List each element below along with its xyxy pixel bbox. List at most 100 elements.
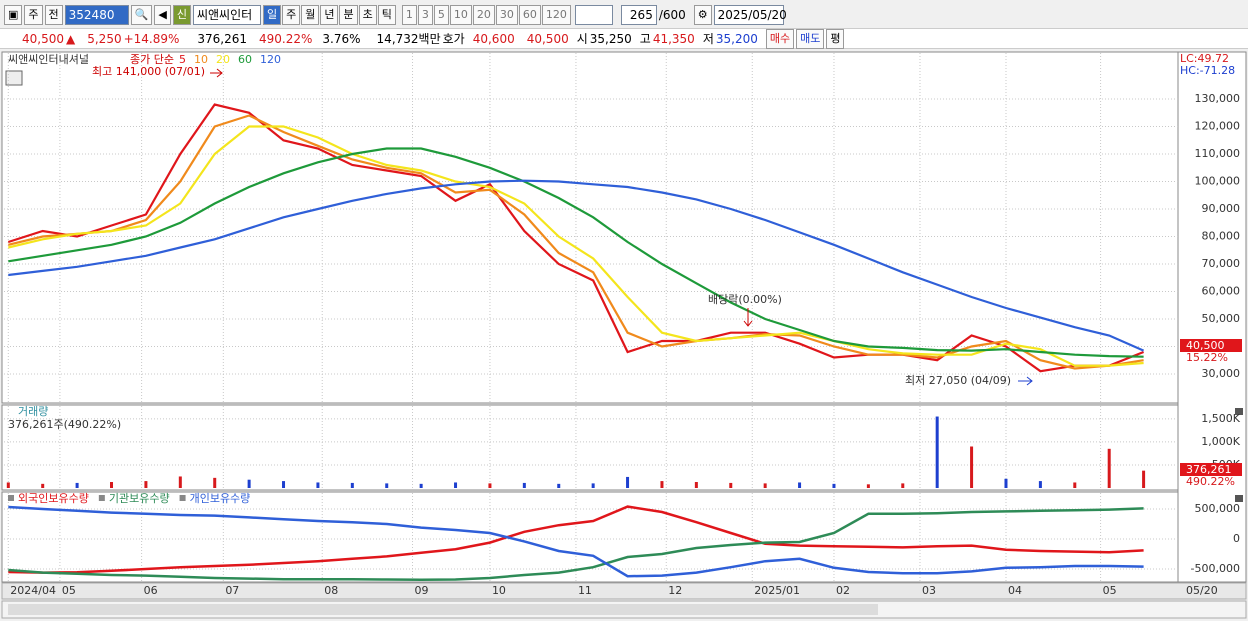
volume-bar — [1004, 478, 1008, 488]
volume-bar — [350, 482, 354, 488]
x-tick-label: 02 — [836, 584, 850, 597]
close-icon[interactable] — [1235, 408, 1243, 415]
ask: 40,600 — [472, 31, 515, 46]
volume-bar — [41, 483, 45, 488]
volume-ratio: 490.22% — [259, 31, 313, 46]
x-tick-label: 2025/01 — [754, 584, 800, 597]
bid: 40,500 — [526, 31, 569, 46]
volume-title: 거래량 — [18, 405, 48, 418]
x-tick-label: 10 — [492, 584, 506, 597]
volume-bar — [832, 483, 836, 488]
y-tick-label: 80,000 — [1202, 230, 1241, 243]
volume-bar — [419, 483, 423, 488]
high-label: 고 — [639, 32, 651, 46]
interval-button[interactable]: 초 — [358, 5, 377, 25]
chart: 30,00040,00050,00060,00070,00080,00090,0… — [1, 51, 1247, 619]
volume-bar — [6, 482, 10, 488]
legend-swatch — [8, 495, 14, 501]
count-button[interactable]: 60 — [518, 5, 541, 25]
count-button[interactable]: 30 — [495, 5, 518, 25]
series-line — [8, 179, 1145, 352]
grid-icon[interactable] — [5, 70, 23, 86]
search-button[interactable]: 🔍 — [130, 5, 153, 25]
lc: LC:49.72 — [1180, 52, 1229, 65]
x-tick-label: 2024/04 — [10, 584, 56, 597]
volume-bar — [247, 479, 251, 488]
change: 5,250 — [87, 31, 122, 46]
sell-button[interactable]: 매도 — [796, 28, 825, 49]
hc: HC:-71.28 — [1180, 64, 1235, 77]
count-input[interactable]: 265 — [620, 5, 657, 25]
open: 35,250 — [589, 31, 632, 46]
count-button[interactable]: 1 — [401, 5, 417, 25]
x-tick-label: 11 — [578, 584, 592, 597]
volume-bar — [75, 482, 79, 488]
price-flag — [1180, 339, 1242, 352]
tool-button[interactable]: ⚙ — [693, 5, 712, 25]
arrow — [1018, 376, 1033, 386]
amount: 14,732백만 — [376, 32, 441, 46]
interval-button[interactable]: 틱 — [377, 5, 396, 25]
x-tick-label: 03 — [922, 584, 936, 597]
close-icon[interactable] — [1235, 495, 1243, 502]
buy-button[interactable]: 매수 — [765, 28, 795, 49]
prev-select[interactable]: 전 — [44, 5, 63, 25]
legend-entry: 외국인보유수량 — [18, 492, 89, 505]
volume: 376,261 — [197, 31, 248, 46]
open-label: 시 — [576, 32, 588, 46]
x-tick-label: 06 — [144, 584, 158, 597]
count-button[interactable]: 120 — [541, 5, 571, 25]
series-line — [8, 125, 1144, 367]
layout-button[interactable]: ▣ — [4, 5, 23, 25]
x-tick-label: 07 — [225, 584, 239, 597]
legend-entry: 60 — [238, 53, 252, 66]
y-tick-label: 120,000 — [1195, 120, 1241, 133]
count-button[interactable]: 20 — [472, 5, 495, 25]
legend-entry: 기관보유수량 — [109, 492, 170, 505]
ask-label: 호가 — [442, 32, 465, 46]
volume-bar — [213, 477, 217, 488]
avg-button[interactable]: 평 — [826, 28, 845, 49]
volume-bar — [866, 484, 870, 488]
volume-bar — [660, 481, 664, 488]
legend-entry: 개인보유수량 — [190, 492, 251, 505]
volume-bar — [1073, 482, 1077, 488]
axis-panel — [1177, 51, 1247, 583]
interval-button[interactable]: 월 — [301, 5, 320, 25]
new-badge[interactable]: 신 — [172, 5, 191, 25]
volume-bar — [1038, 481, 1042, 488]
date-input[interactable]: 2025/05/20 — [713, 5, 787, 25]
count-button[interactable]: 3 — [417, 5, 433, 25]
count-button[interactable]: 10 — [449, 5, 472, 25]
legend-entry: 20 — [216, 53, 230, 66]
sound-button[interactable]: ◀ — [154, 5, 171, 25]
stock-name: 씨앤씨인터 — [192, 5, 261, 25]
volume-panel — [1, 404, 1179, 491]
cursor-date: 05/20 — [1186, 584, 1218, 597]
interval-button[interactable]: 주 — [282, 5, 301, 25]
volume-bar — [763, 483, 767, 488]
count-button[interactable]: 5 — [433, 5, 449, 25]
interval-button[interactable]: 분 — [339, 5, 358, 25]
arrow — [743, 308, 753, 327]
series-line — [7, 103, 1145, 373]
y-tick-label: 110,000 — [1195, 147, 1241, 160]
interval-button[interactable]: 일 — [262, 5, 282, 25]
series-line — [8, 114, 1144, 370]
code-input[interactable]: 352480 — [64, 5, 129, 25]
arrow: ▲ — [66, 31, 76, 46]
period-select[interactable]: 주 — [24, 5, 43, 25]
annotation-high: 최고 141,000 (07/01) — [92, 65, 205, 78]
blank-input[interactable] — [574, 5, 613, 25]
series-line — [8, 505, 1144, 574]
scroll-thumb[interactable] — [8, 604, 878, 615]
volume-bar — [178, 476, 182, 488]
x-tick-label: 08 — [324, 584, 338, 597]
volume-bar — [1142, 470, 1146, 488]
interval-button[interactable]: 년 — [320, 5, 339, 25]
legend-entry: 5 — [179, 53, 186, 66]
volume-bar — [144, 481, 148, 488]
